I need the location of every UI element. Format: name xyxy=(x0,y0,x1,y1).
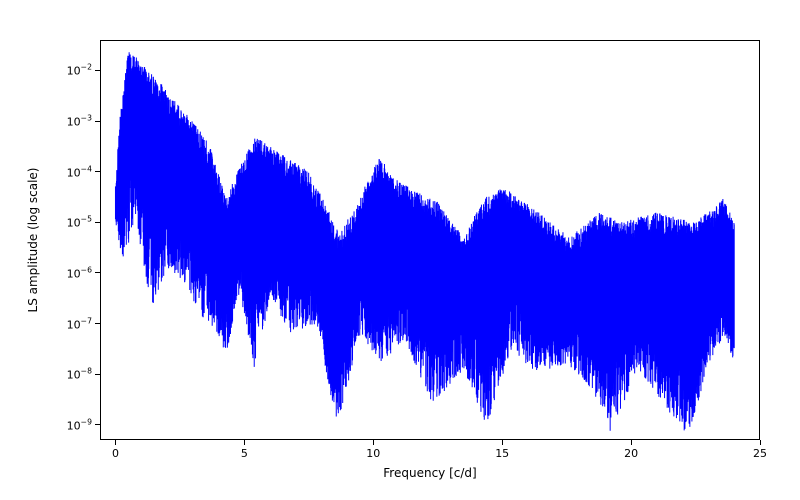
x-axis-label: Frequency [c/d] xyxy=(383,466,476,480)
y-tick-label: 10−3 xyxy=(67,114,92,129)
y-tick-mark xyxy=(95,121,100,122)
x-tick-mark xyxy=(373,440,374,445)
x-tick-label: 5 xyxy=(241,447,248,460)
x-tick-label: 10 xyxy=(366,447,380,460)
periodogram-plot xyxy=(100,40,760,440)
y-tick-label: 10−7 xyxy=(67,316,92,331)
x-tick-label: 20 xyxy=(624,447,638,460)
y-tick-label: 10−8 xyxy=(67,367,92,382)
y-tick-label: 10−6 xyxy=(67,266,92,281)
y-tick-label: 10−5 xyxy=(67,215,92,230)
figure: Frequency [c/d] LS amplitude (log scale)… xyxy=(0,0,800,500)
periodogram-line xyxy=(115,52,734,430)
y-tick-mark xyxy=(95,171,100,172)
x-tick-mark xyxy=(502,440,503,445)
y-tick-mark xyxy=(95,374,100,375)
y-tick-label: 10−4 xyxy=(67,164,92,179)
x-tick-label: 0 xyxy=(112,447,119,460)
y-tick-mark xyxy=(95,70,100,71)
y-tick-mark xyxy=(95,222,100,223)
y-tick-mark xyxy=(95,272,100,273)
x-tick-label: 25 xyxy=(753,447,767,460)
x-tick-mark xyxy=(631,440,632,445)
x-tick-mark xyxy=(115,440,116,445)
y-tick-label: 10−9 xyxy=(67,417,92,432)
x-tick-mark xyxy=(760,440,761,445)
y-tick-label: 10−2 xyxy=(67,63,92,78)
x-tick-mark xyxy=(244,440,245,445)
y-tick-mark xyxy=(95,323,100,324)
x-tick-label: 15 xyxy=(495,447,509,460)
y-axis-label: LS amplitude (log scale) xyxy=(26,168,40,313)
y-tick-mark xyxy=(95,424,100,425)
